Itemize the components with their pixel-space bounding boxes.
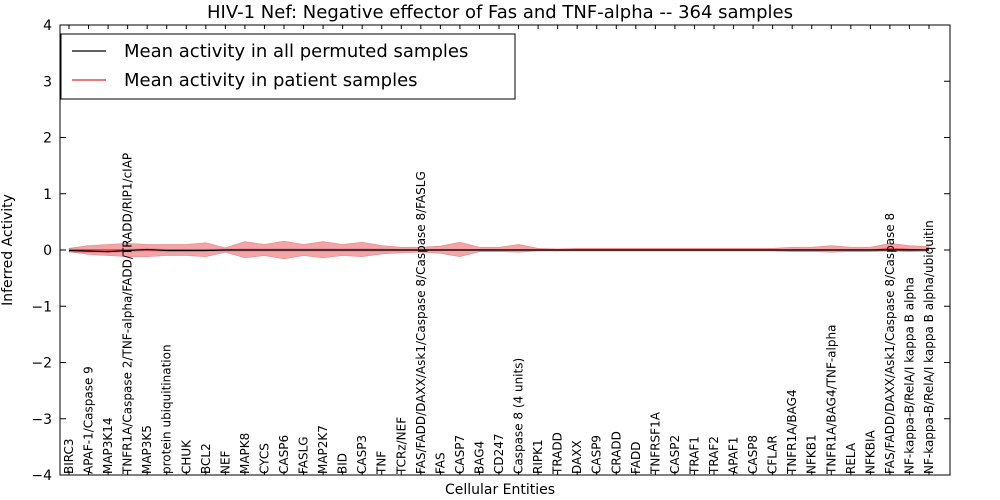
x-tick-label: NF-kappa-B/RelA/I kappa B alpha/ubiquiti… <box>922 220 936 474</box>
x-tick-label: MAPK8 <box>238 433 252 474</box>
x-tick-label: CYCS <box>257 443 271 474</box>
x-tick-label: TRAF1 <box>687 436 701 475</box>
x-tick-label: CFLAR <box>766 435 780 474</box>
x-tick-label: CASP9 <box>590 435 604 474</box>
x-tick-label: TCRz/NEF <box>394 417 408 475</box>
x-tick-label: MAP3K14 <box>101 417 115 474</box>
legend-label-patient: Mean activity in patient samples <box>124 70 418 91</box>
legend-label-permuted: Mean activity in all permuted samples <box>124 41 468 62</box>
y-tick-label: 0 <box>43 243 52 259</box>
x-tick-label: TNF <box>375 451 389 475</box>
x-tick-label: BCL2 <box>199 443 213 474</box>
x-tick-label: RELA <box>844 442 858 474</box>
x-tick-label: FAS <box>433 452 447 474</box>
x-tick-label: RIPK1 <box>531 439 545 474</box>
x-tick-label: TRAF2 <box>707 436 721 475</box>
x-tick-label: NF-kappa-B/RelA/I kappa B alpha <box>902 277 916 474</box>
x-tick-label: NEF <box>218 450 232 474</box>
plot-frame <box>59 24 951 476</box>
y-tick-label: 4 <box>43 18 52 34</box>
y-tick-label: 3 <box>43 74 52 90</box>
x-tick-label: CASP6 <box>277 435 291 474</box>
legend-box <box>60 33 516 100</box>
x-tick-label: FAS/FADD/DAXX/Ask1/Caspase 8/Caspase 8 <box>883 213 897 474</box>
y-tick-label: 1 <box>43 187 52 203</box>
x-tick-label: TNFR1A/Caspase 2/TNF-alpha/FADD/TRADD/RI… <box>121 153 135 475</box>
x-tick-label: CASP7 <box>453 435 467 474</box>
x-tick-label: CRADD <box>609 431 623 474</box>
y-tick-label: −3 <box>31 412 52 428</box>
x-tick-label: CHUK <box>179 439 193 474</box>
x-tick-label: TRADD <box>551 432 565 475</box>
x-tick-label: MAP3K5 <box>140 425 154 474</box>
x-tick-label: CASP3 <box>355 435 369 474</box>
x-tick-label: Caspase 8 (4 units) <box>512 358 526 474</box>
x-tick-label: FASLG <box>297 436 311 474</box>
x-tick-label: APAF1 <box>727 437 741 474</box>
y-tick-label: −2 <box>31 356 52 372</box>
x-tick-label: CASP8 <box>746 435 760 474</box>
line-permuted <box>68 248 929 253</box>
x-tick-label: FADD <box>629 442 643 475</box>
y-tick-label: −4 <box>31 468 52 484</box>
x-tick-label: CD247 <box>492 433 506 474</box>
x-tick-label: BIRC3 <box>62 438 76 474</box>
x-tick-label: BID <box>336 453 350 474</box>
x-tick-label-layer: BIRC3 APAF-1/Caspase 9 MAP3K14 TNFR1A/Caspa… <box>62 153 936 475</box>
x-tick-label: protein ubiquitination <box>160 344 174 474</box>
x-tick-label: TNFR1A/BAG4 <box>785 389 799 475</box>
x-tick-label: MAP2K7 <box>316 425 330 474</box>
x-tick-label: TNFRSF1A <box>648 411 662 475</box>
x-tick-label: BAG4 <box>472 441 486 474</box>
x-tick-label: DAXX <box>570 440 584 474</box>
x-tick-label: CASP2 <box>668 435 682 474</box>
y-axis-label: Inferred Activity <box>0 194 16 306</box>
x-tick-label: NFKB1 <box>805 434 819 474</box>
tick-layer: −4 −3 −2 −1 0 1 2 3 4 <box>31 18 950 484</box>
line-layer <box>68 248 930 253</box>
y-tick-label: 2 <box>43 131 52 147</box>
x-tick-label: NFKBIA <box>863 429 877 474</box>
x-tick-label: TNFR1A/BAG4/TNF-alpha <box>824 325 838 475</box>
x-tick-label: APAF-1/Caspase 9 <box>82 366 96 474</box>
legend: Mean activity in all permuted samples Me… <box>60 33 516 100</box>
chart-title: HIV-1 Nef: Negative effector of Fas and … <box>207 2 793 23</box>
x-axis-label: Cellular Entities <box>445 482 555 498</box>
y-tick-label: −1 <box>31 299 52 315</box>
x-tick-label: FAS/FADD/DAXX/Ask1/Caspase 8/Caspase 8/F… <box>414 171 428 474</box>
